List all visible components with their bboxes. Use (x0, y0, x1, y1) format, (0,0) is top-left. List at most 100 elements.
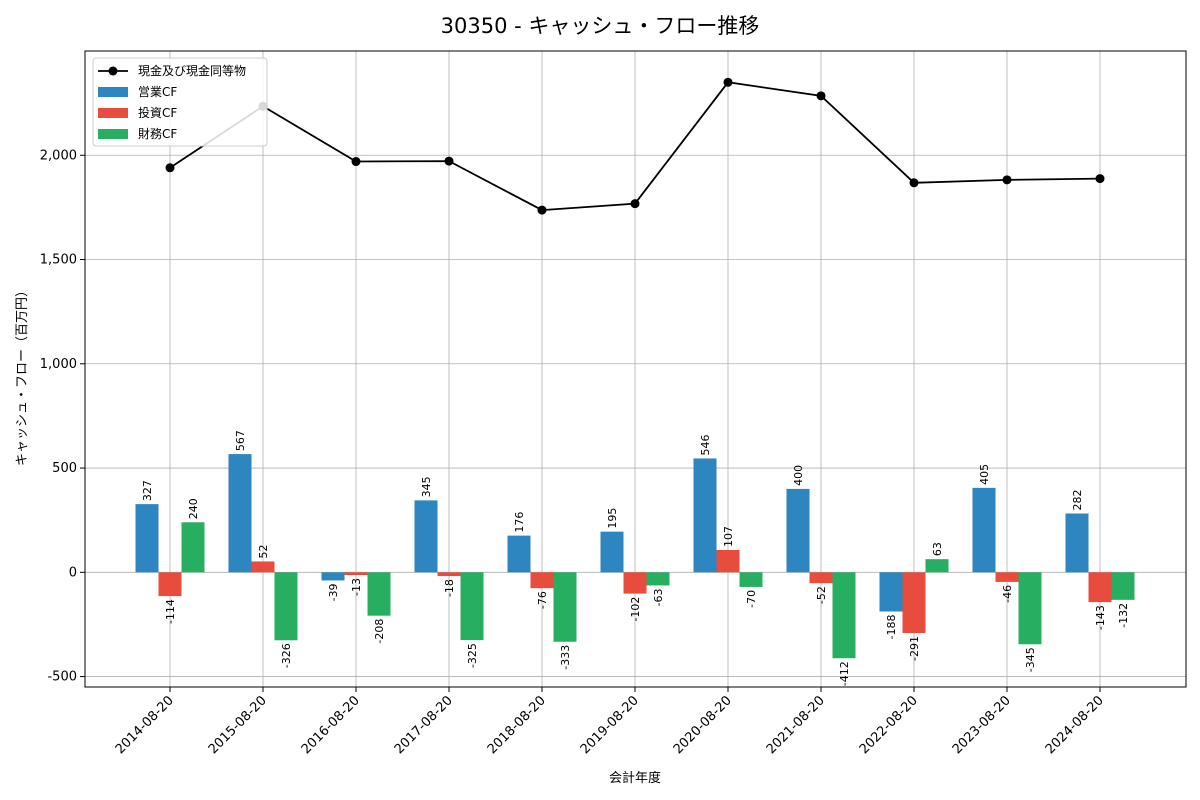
cash-point-6 (723, 77, 733, 87)
x-tick-label: 2018-08-20 (485, 693, 549, 757)
bar-1-10 (1088, 572, 1112, 603)
bar-0-7 (786, 488, 810, 573)
bar-value-label: -333 (559, 645, 572, 670)
bar-value-label: -46 (1001, 585, 1014, 603)
legend-marker-swatch (108, 66, 118, 76)
bar-2-0 (181, 522, 205, 573)
bar-2-8 (925, 559, 949, 573)
bar-value-label: 567 (234, 430, 247, 451)
bar-value-label: 327 (141, 480, 154, 501)
x-tick-label: 2015-08-20 (206, 693, 270, 757)
x-tick-label: 2014-08-20 (113, 693, 177, 757)
bar-value-label: 345 (420, 476, 433, 497)
cash-point-8 (909, 178, 919, 188)
bar-value-label: 176 (513, 512, 526, 533)
y-tick-label: 2,000 (40, 148, 77, 163)
bar-2-4 (553, 572, 577, 642)
bar-value-label: -326 (280, 643, 293, 668)
bar-2-5 (646, 572, 670, 586)
bar-value-label: -412 (838, 661, 851, 686)
legend-label: 投資CF (138, 105, 177, 120)
bar-value-label: -208 (373, 619, 386, 644)
bar-value-label: -13 (350, 578, 363, 596)
bar-value-label: -325 (466, 643, 479, 668)
x-axis-label: 会計年度 (609, 770, 661, 786)
bar-1-7 (809, 572, 833, 584)
x-tick-label: 2020-08-20 (671, 693, 735, 757)
bar-2-6 (739, 572, 763, 587)
bar-value-label: -132 (1117, 603, 1130, 628)
bar-value-label: -114 (164, 599, 177, 624)
x-tick-label: 2021-08-20 (764, 693, 828, 757)
legend-bar-swatch (98, 108, 128, 118)
bar-2-10 (1111, 572, 1135, 600)
bar-value-label: 63 (931, 542, 944, 556)
bar-value-label: 282 (1071, 490, 1084, 511)
bar-value-label: 107 (722, 526, 735, 547)
bar-2-1 (274, 572, 298, 641)
bar-1-8 (902, 572, 926, 633)
y-tick-label: 1,500 (40, 253, 77, 268)
x-tick-label: 2024-08-20 (1043, 693, 1107, 757)
bar-value-label: -102 (629, 597, 642, 622)
bar-0-8 (879, 572, 903, 612)
y-axis-label: キャッシュ・フロー（百万円） (15, 284, 30, 466)
y-tick-label: 500 (52, 461, 77, 476)
legend-label: 営業CF (138, 85, 177, 99)
legend-label: 現金及び現金同等物 (138, 63, 246, 78)
x-tick-label: 2016-08-20 (299, 693, 363, 757)
x-tick-label: 2022-08-20 (857, 693, 921, 757)
y-tick-label: 1,000 (40, 357, 77, 372)
bar-value-label: 195 (606, 508, 619, 529)
bar-value-label: -39 (327, 583, 340, 601)
bar-2-9 (1018, 572, 1042, 645)
bar-value-label: -63 (652, 588, 665, 606)
y-tick-label: 0 (69, 565, 77, 580)
cash-point-0 (165, 163, 175, 173)
bar-value-label: -345 (1024, 647, 1037, 672)
bar-value-label: -76 (536, 591, 549, 609)
bar-0-10 (1065, 513, 1089, 573)
cash-point-7 (816, 91, 826, 101)
bar-1-1 (251, 561, 275, 573)
bar-1-2 (344, 572, 368, 576)
x-tick-label: 2023-08-20 (950, 693, 1014, 757)
bar-value-label: -18 (443, 579, 456, 597)
y-tick-label: -500 (47, 670, 77, 685)
bar-1-6 (716, 549, 740, 573)
bar-value-label: 400 (792, 465, 805, 486)
legend-frame (92, 57, 268, 147)
bar-value-label: -52 (815, 586, 828, 604)
bar-2-7 (832, 572, 856, 659)
cash-point-10 (1095, 174, 1105, 184)
cash-point-3 (444, 156, 454, 166)
bar-0-1 (228, 454, 252, 573)
bar-1-0 (158, 572, 182, 597)
bar-2-3 (460, 572, 484, 641)
bar-1-4 (530, 572, 554, 589)
bar-0-2 (321, 572, 345, 581)
bar-value-label: 240 (187, 498, 200, 519)
bar-value-label: -143 (1094, 605, 1107, 630)
x-tick-label: 2019-08-20 (578, 693, 642, 757)
bar-1-3 (437, 572, 461, 577)
legend-label: 財務CF (138, 126, 177, 141)
bar-value-label: 52 (257, 544, 270, 558)
x-tick-label: 2017-08-20 (392, 693, 456, 757)
bar-value-label: -291 (908, 636, 921, 661)
bar-value-label: 546 (699, 434, 712, 455)
bar-2-2 (367, 572, 391, 616)
bar-0-6 (693, 458, 717, 573)
cash-point-4 (537, 205, 547, 215)
chart-title: 30350 - キャッシュ・フロー推移 (441, 14, 760, 38)
bar-0-9 (972, 487, 996, 573)
bar-value-label: -70 (745, 590, 758, 608)
bar-0-5 (600, 531, 624, 573)
cash-point-9 (1002, 175, 1012, 185)
bar-value-label: -188 (885, 615, 898, 640)
cash-point-2 (351, 157, 361, 167)
bar-1-5 (623, 572, 647, 594)
